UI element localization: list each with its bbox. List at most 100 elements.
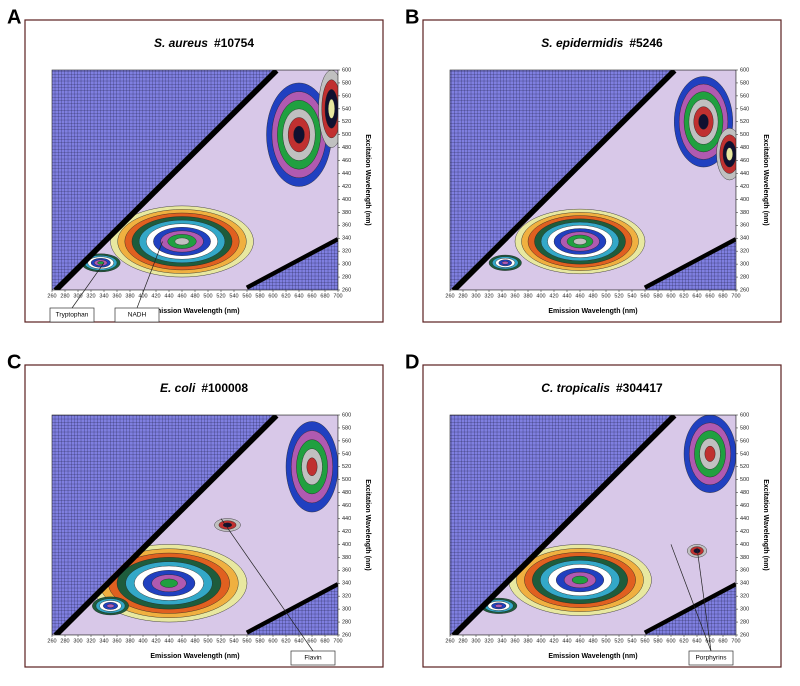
x-tick-label: 360 [510, 638, 519, 644]
x-tick-label: 700 [333, 293, 342, 299]
y-tick-label: 340 [740, 581, 749, 587]
y-tick-label: 380 [740, 555, 749, 561]
contour [494, 604, 503, 608]
x-tick-label: 680 [718, 638, 727, 644]
y-tick-label: 340 [342, 581, 351, 587]
x-tick-label: 460 [177, 638, 186, 644]
contour-area [52, 415, 338, 635]
annotation-pointer [696, 547, 712, 652]
x-tick-label: 380 [125, 293, 134, 299]
x-tick-label: 700 [731, 638, 740, 644]
x-tick-label: 300 [471, 638, 480, 644]
x-tick-label: 400 [138, 638, 147, 644]
y-tick-label: 440 [740, 171, 749, 177]
x-tick-label: 500 [601, 638, 610, 644]
x-tick-label: 280 [458, 293, 467, 299]
y-tick-label: 340 [740, 236, 749, 242]
x-tick-label: 680 [320, 638, 329, 644]
panel-title: S. aureus #10754 [154, 36, 254, 50]
annotation-box [114, 307, 160, 323]
y-tick-label: 260 [740, 287, 749, 293]
x-tick-label: 320 [86, 293, 95, 299]
y-tick-label: 520 [740, 464, 749, 470]
y-tick-label: 560 [740, 93, 749, 99]
contour [328, 98, 335, 119]
scatter-band [643, 582, 736, 635]
y-tick-label: 380 [342, 210, 351, 216]
y-tick-label: 540 [740, 451, 749, 457]
contour [501, 261, 509, 265]
contour [571, 575, 589, 585]
x-tick-label: 300 [73, 638, 82, 644]
contour [174, 237, 190, 246]
y-tick-label: 540 [740, 106, 749, 112]
panel-title: C. tropicalis #304417 [541, 381, 663, 395]
y-tick-label: 320 [740, 249, 749, 255]
y-tick-label: 420 [740, 529, 749, 535]
x-tick-label: 560 [640, 638, 649, 644]
x-tick-label: 560 [242, 638, 251, 644]
y-tick-label: 280 [740, 620, 749, 626]
panel-frame [24, 364, 384, 668]
contour-area [52, 70, 338, 290]
scatter-band [52, 70, 279, 290]
x-tick-label: 480 [588, 638, 597, 644]
x-tick-label: 300 [471, 293, 480, 299]
x-tick-label: 660 [307, 293, 316, 299]
x-axis-label: Emission Wavelength (nm) [150, 653, 239, 660]
x-tick-label: 400 [138, 293, 147, 299]
y-tick-label: 420 [342, 529, 351, 535]
x-axis-label: Emission Wavelength (nm) [150, 308, 239, 315]
y-tick-label: 580 [740, 80, 749, 86]
x-tick-label: 680 [718, 293, 727, 299]
y-tick-label: 280 [740, 275, 749, 281]
x-tick-label: 580 [653, 638, 662, 644]
x-tick-label: 460 [575, 293, 584, 299]
panel-frame [422, 19, 782, 323]
y-tick-label: 600 [740, 412, 749, 418]
y-tick-label: 580 [342, 425, 351, 431]
x-tick-label: 440 [562, 293, 571, 299]
scatter-band [52, 415, 279, 635]
y-axis-label: Excitation Wavelength (nm) [762, 479, 769, 571]
annotation-pointer [71, 262, 105, 309]
x-tick-label: 520 [216, 293, 225, 299]
scatter-band [450, 70, 677, 290]
contour [726, 147, 733, 161]
x-tick-label: 680 [320, 293, 329, 299]
y-tick-label: 480 [740, 145, 749, 151]
contour [222, 522, 233, 528]
x-tick-label: 280 [60, 638, 69, 644]
sample-id: #10754 [214, 36, 254, 50]
annotation-box [688, 650, 734, 666]
contour [293, 125, 305, 144]
x-tick-label: 440 [164, 293, 173, 299]
x-tick-label: 260 [47, 638, 56, 644]
x-tick-label: 360 [112, 638, 121, 644]
scatter-band [245, 237, 338, 290]
y-tick-label: 260 [342, 287, 351, 293]
x-tick-label: 400 [536, 293, 545, 299]
y-tick-label: 500 [740, 132, 749, 138]
x-tick-label: 400 [536, 638, 545, 644]
x-tick-label: 260 [445, 293, 454, 299]
x-tick-label: 520 [216, 638, 225, 644]
annotation: NADH [128, 312, 147, 319]
x-tick-label: 600 [666, 638, 675, 644]
x-tick-label: 360 [112, 293, 121, 299]
contour [160, 578, 178, 588]
y-tick-label: 560 [342, 93, 351, 99]
y-tick-label: 560 [740, 438, 749, 444]
y-tick-label: 560 [342, 438, 351, 444]
x-tick-label: 340 [99, 638, 108, 644]
x-tick-label: 600 [666, 293, 675, 299]
organism: C. tropicalis [541, 381, 610, 395]
y-tick-label: 320 [342, 594, 351, 600]
y-tick-label: 400 [342, 542, 351, 548]
y-tick-label: 500 [740, 477, 749, 483]
y-tick-label: 320 [740, 594, 749, 600]
x-tick-label: 340 [99, 293, 108, 299]
y-tick-label: 440 [740, 516, 749, 522]
y-tick-label: 420 [740, 184, 749, 190]
